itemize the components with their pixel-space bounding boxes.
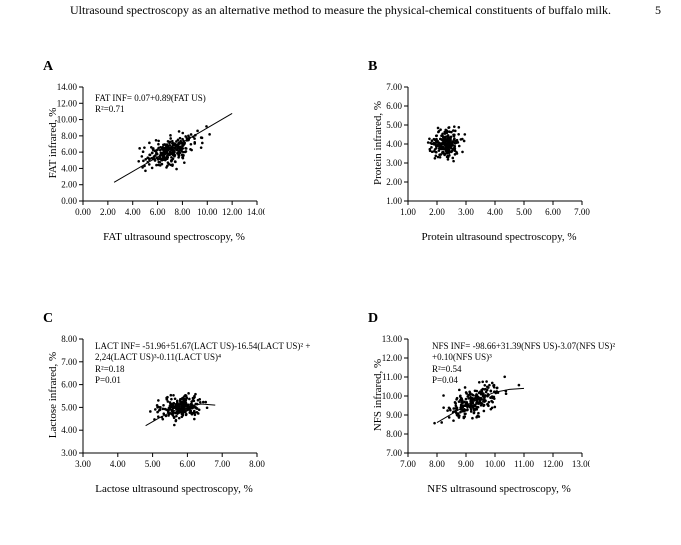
- panel-label: A: [43, 59, 265, 75]
- svg-text:2.00: 2.00: [61, 180, 77, 190]
- svg-text:8.00: 8.00: [175, 207, 191, 217]
- svg-text:12.00: 12.00: [543, 459, 564, 469]
- svg-text:6.00: 6.00: [150, 207, 166, 217]
- svg-text:4.00: 4.00: [125, 207, 141, 217]
- chart: NFS infrared, %7.008.009.0010.0011.0012.…: [360, 331, 590, 481]
- svg-text:6.00: 6.00: [180, 459, 196, 469]
- figure-panels: AFAT infrared, %0.002.004.006.008.0010.0…: [0, 21, 681, 541]
- svg-text:6.00: 6.00: [61, 380, 77, 390]
- svg-text:2.00: 2.00: [100, 207, 116, 217]
- svg-text:13.00: 13.00: [572, 459, 590, 469]
- panel-c: CLactose infrared, %3.004.005.006.007.00…: [35, 311, 265, 495]
- svg-text:7.00: 7.00: [386, 82, 402, 92]
- y-axis-label: FAT infrared, %: [47, 93, 59, 193]
- svg-text:0.00: 0.00: [75, 207, 91, 217]
- svg-text:7.00: 7.00: [214, 459, 230, 469]
- svg-text:4.00: 4.00: [386, 139, 402, 149]
- panel-label: D: [368, 311, 590, 327]
- chart-annotation: NFS INF= -98.66+31.39(NFS US)-3.07(NFS U…: [432, 341, 615, 386]
- svg-text:6.00: 6.00: [61, 147, 77, 157]
- panel-label: B: [368, 59, 590, 75]
- chart: Lactose infrared, %3.004.005.006.007.008…: [35, 331, 265, 481]
- chart-annotation: FAT INF= 0.07+0.89(FAT US)R²=0.71: [95, 93, 206, 116]
- svg-text:7.00: 7.00: [400, 459, 416, 469]
- svg-text:12.00: 12.00: [57, 98, 78, 108]
- svg-text:3.00: 3.00: [61, 448, 77, 458]
- svg-text:8.00: 8.00: [429, 459, 445, 469]
- svg-text:5.00: 5.00: [145, 459, 161, 469]
- chart: Protein infrared, %1.002.003.004.005.006…: [360, 79, 590, 229]
- page-number: 5: [655, 3, 661, 18]
- svg-text:3.00: 3.00: [386, 158, 402, 168]
- x-axis-label: Protein ultrasound spectroscopy, %: [360, 231, 590, 243]
- svg-text:4.00: 4.00: [61, 425, 77, 435]
- x-axis-label: NFS ultrasound spectroscopy, %: [360, 483, 590, 495]
- svg-text:5.00: 5.00: [386, 120, 402, 130]
- svg-text:9.00: 9.00: [386, 410, 402, 420]
- svg-text:11.00: 11.00: [382, 372, 402, 382]
- y-axis-label: Lactose infrared, %: [47, 345, 59, 445]
- svg-text:4.00: 4.00: [487, 207, 503, 217]
- svg-text:3.00: 3.00: [75, 459, 91, 469]
- svg-text:14.00: 14.00: [57, 82, 78, 92]
- panel-d: DNFS infrared, %7.008.009.0010.0011.0012…: [360, 311, 590, 495]
- panel-a: AFAT infrared, %0.002.004.006.008.0010.0…: [35, 59, 265, 243]
- svg-text:10.00: 10.00: [197, 207, 218, 217]
- x-axis-label: FAT ultrasound spectroscopy, %: [35, 231, 265, 243]
- svg-text:4.00: 4.00: [110, 459, 126, 469]
- svg-text:7.00: 7.00: [386, 448, 402, 458]
- svg-text:10.00: 10.00: [485, 459, 506, 469]
- chart: FAT infrared, %0.002.004.006.008.0010.00…: [35, 79, 265, 229]
- y-axis-label: Protein infrared, %: [372, 93, 384, 193]
- svg-text:7.00: 7.00: [574, 207, 590, 217]
- svg-text:1.00: 1.00: [400, 207, 416, 217]
- svg-text:14.00: 14.00: [247, 207, 265, 217]
- svg-text:9.00: 9.00: [458, 459, 474, 469]
- svg-text:8.00: 8.00: [386, 429, 402, 439]
- svg-text:10.00: 10.00: [382, 391, 403, 401]
- panel-b: BProtein infrared, %1.002.003.004.005.00…: [360, 59, 590, 243]
- svg-text:3.00: 3.00: [458, 207, 474, 217]
- svg-text:6.00: 6.00: [545, 207, 561, 217]
- y-axis-label: NFS infrared, %: [372, 345, 384, 445]
- svg-text:10.00: 10.00: [57, 115, 78, 125]
- svg-text:8.00: 8.00: [249, 459, 265, 469]
- svg-text:5.00: 5.00: [516, 207, 532, 217]
- svg-text:8.00: 8.00: [61, 131, 77, 141]
- svg-text:6.00: 6.00: [386, 101, 402, 111]
- svg-text:0.00: 0.00: [61, 196, 77, 206]
- x-axis-label: Lactose ultrasound spectroscopy, %: [35, 483, 265, 495]
- chart-annotation: LACT INF= -51.96+51.67(LACT US)-16.54(LA…: [95, 341, 310, 386]
- panel-label: C: [43, 311, 265, 327]
- svg-text:8.00: 8.00: [61, 334, 77, 344]
- page-header: Ultrasound spectroscopy as an alternativ…: [0, 0, 681, 21]
- svg-text:12.00: 12.00: [222, 207, 243, 217]
- svg-text:2.00: 2.00: [386, 177, 402, 187]
- svg-text:1.00: 1.00: [386, 196, 402, 206]
- header-title: Ultrasound spectroscopy as an alternativ…: [70, 3, 611, 17]
- svg-text:5.00: 5.00: [61, 402, 77, 412]
- svg-text:4.00: 4.00: [61, 163, 77, 173]
- svg-text:12.00: 12.00: [382, 353, 403, 363]
- svg-text:7.00: 7.00: [61, 357, 77, 367]
- svg-text:13.00: 13.00: [382, 334, 403, 344]
- svg-text:11.00: 11.00: [514, 459, 534, 469]
- svg-text:2.00: 2.00: [429, 207, 445, 217]
